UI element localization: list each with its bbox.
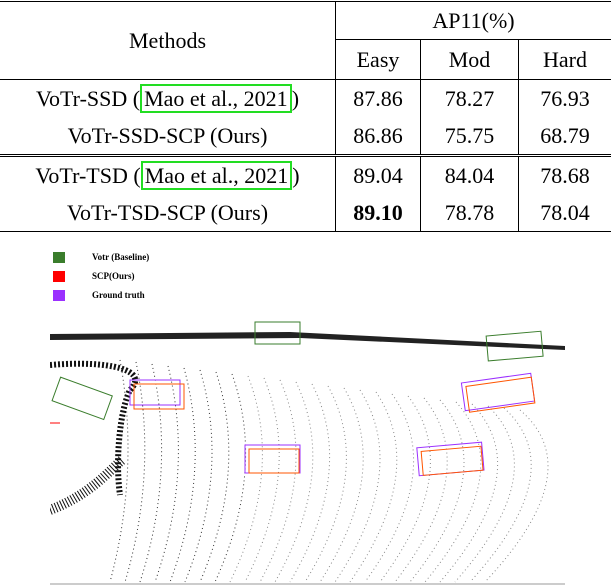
method-name: ) [292, 162, 300, 188]
table-row: VoTr-TSD-SCP (Ours) 89.10 78.78 78.04 [0, 194, 611, 232]
value-cell: 89.04 [335, 154, 421, 194]
method-cell: VoTr-TSD-SCP (Ours) [0, 194, 336, 232]
point-cloud-image [50, 321, 565, 585]
points [319, 387, 364, 583]
points [289, 383, 331, 583]
value-cell: 68.79 [518, 117, 611, 156]
method-name: ) [291, 85, 300, 111]
points [199, 371, 230, 583]
value-cell: 78.68 [518, 154, 611, 194]
points [349, 391, 398, 583]
value-cell: 89.10 [335, 194, 421, 232]
points [424, 401, 482, 583]
value-cell: 86.86 [335, 117, 421, 156]
method-cell: VoTr-TSD (Mao et al., 2021) [0, 154, 336, 194]
points [409, 399, 465, 583]
table-body: VoTr-SSD (Mao et al., 2021) 87.86 78.27 76.… [0, 79, 611, 232]
citation-link[interactable]: Mao et al., 2021 [140, 160, 293, 190]
points [469, 407, 532, 583]
method-name: VoTr-TSD-SCP (Ours) [66, 199, 269, 225]
points [259, 379, 297, 583]
citation-link[interactable]: Mao et al., 2021 [140, 83, 292, 113]
points [229, 375, 263, 583]
points [154, 365, 179, 583]
legend-swatch [53, 252, 65, 263]
points [394, 397, 448, 583]
method-cell: VoTr-SSD (Mao et al., 2021) [0, 79, 336, 117]
header-row: Methods AP11(%) [0, 1, 611, 80]
points [364, 393, 415, 583]
method-cell: VoTr-SSD-SCP (Ours) [0, 117, 336, 156]
column-header: Hard [518, 39, 611, 80]
points [274, 381, 314, 583]
points [484, 409, 549, 583]
methods-header: Methods [0, 1, 336, 80]
points [304, 385, 347, 583]
points [214, 373, 247, 583]
legend-swatch [53, 271, 65, 282]
points [334, 389, 381, 583]
points [439, 403, 499, 583]
legend-label: Votr (Baseline) [92, 252, 150, 262]
points [169, 367, 196, 583]
points [50, 332, 565, 350]
points [50, 360, 139, 496]
method-name: VoTr-SSD-SCP (Ours) [67, 122, 268, 148]
points [109, 359, 549, 583]
results-table: Methods AP11(%) Easy Mod Hard VoTr-SSD (… [0, 1, 611, 232]
legend-label: SCP(Ours) [92, 271, 135, 281]
column-header: Easy [335, 39, 421, 80]
subheader-row: Easy Mod Hard [0, 39, 611, 80]
table-row: VoTr-SSD (Mao et al., 2021) 87.86 78.27 76.… [0, 79, 611, 117]
points [244, 377, 280, 583]
method-name: VoTr-TSD ( [35, 162, 141, 188]
value-cell: 75.75 [420, 117, 519, 156]
table-row: VoTr-SSD-SCP (Ours) 86.86 75.75 68.79 [0, 117, 611, 156]
column-header: Mod [420, 39, 519, 80]
table-row: VoTr-TSD (Mao et al., 2021) 89.04 84.04 78.… [0, 154, 611, 194]
points [379, 395, 431, 583]
points [184, 369, 213, 583]
points [139, 363, 163, 583]
value-cell: 87.86 [335, 79, 421, 117]
value-cell: 78.78 [420, 194, 519, 232]
points [454, 405, 515, 583]
metric-header: AP11(%) [335, 1, 611, 40]
legend-label: Ground truth [92, 290, 145, 300]
points [50, 456, 126, 515]
method-name: VoTr-SSD ( [35, 85, 141, 111]
boxes [51, 321, 544, 477]
legend-swatch [53, 290, 65, 301]
value-cell: 76.93 [518, 79, 611, 117]
value-cell: 78.04 [518, 194, 611, 232]
value-cell: 84.04 [420, 154, 519, 194]
value-cell: 78.27 [420, 79, 519, 117]
